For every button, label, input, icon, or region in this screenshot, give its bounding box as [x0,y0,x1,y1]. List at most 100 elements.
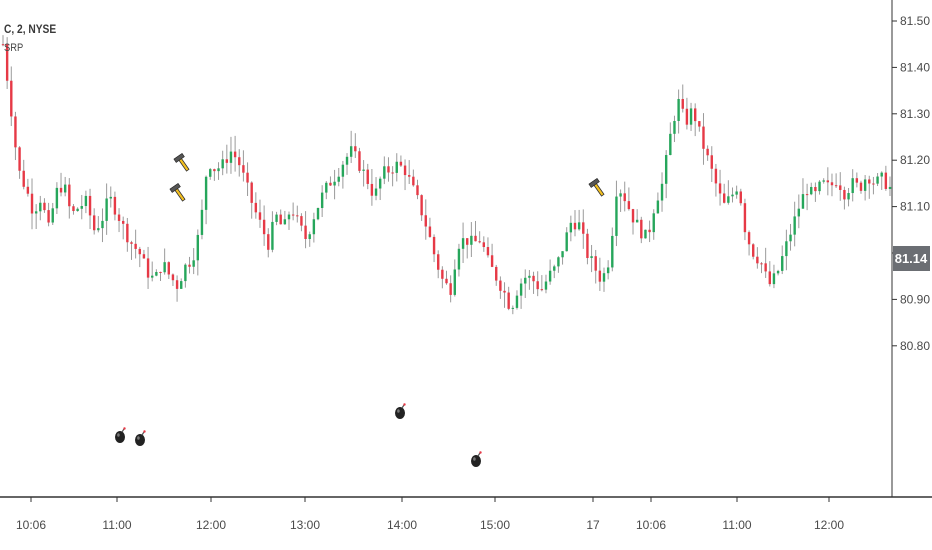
candle-up [781,256,784,271]
candle-down [296,215,299,217]
candle-up [109,196,112,199]
candle-up [793,216,796,235]
candle-down [416,185,419,196]
time-tick-label: 11:00 [102,518,131,532]
candle-down [805,194,809,196]
candle-down [130,242,133,244]
candle-up [470,235,473,245]
candle-up [39,202,42,212]
candle-up [196,234,200,261]
candle-down [225,159,229,163]
candle-down [631,209,635,223]
time-tick-label: 17 [586,518,600,532]
candle-down [698,121,701,127]
time-tick-label: 12:00 [814,518,844,532]
candle-up [200,209,204,235]
candle-up [863,179,867,191]
price-tick-label: 81.40 [900,60,930,74]
candle-down [474,235,477,242]
candle-down [441,269,444,279]
candle-down [1,44,5,46]
candle-up [333,181,336,186]
bomb-icon [471,451,482,467]
candle-up [664,155,668,184]
candle-down [14,116,17,148]
candle-down [868,179,871,184]
candle-down [693,108,697,122]
candle-down [747,232,751,245]
candle-down [300,216,303,226]
candle-down [834,185,838,187]
candle-down [5,44,9,81]
candle-up [689,108,693,125]
candle-down [30,193,34,214]
candle-up [611,235,614,268]
time-axis: 10:06 11:00 12:00 13:00 14:00 15:00 17 10:06 11:… [16,497,844,532]
candle-down [366,169,369,184]
candle-up [677,98,680,121]
candle-down [768,271,771,285]
candle-down [159,271,162,273]
candle-down [681,98,684,109]
candle-down [47,210,50,223]
candle-up [544,281,548,290]
price-tick-label: 81.10 [900,200,930,214]
candle-up [374,188,378,196]
candle-down [213,169,216,172]
candle-up [383,166,386,179]
candle-down [358,151,361,171]
candle-up [888,186,892,189]
candle-up [876,176,879,184]
candle-down [739,191,742,204]
candle-up [163,262,166,273]
candle-down [843,189,846,200]
candle-down [586,233,589,259]
time-tick-label: 10:06 [636,518,666,532]
candle-up [561,251,564,258]
candle-down [59,187,63,193]
candle-up [553,266,556,271]
candle-down [291,214,295,216]
candle-up [524,277,527,284]
candle-down [826,180,830,183]
candle-down [482,242,486,248]
candle-down [503,290,506,293]
hammer-icon [173,152,190,172]
candle-down [250,182,253,203]
candle-up [785,241,788,257]
candle-down [246,172,249,183]
candle-up [229,151,233,163]
candle-up [209,169,212,177]
candle-down [126,223,129,243]
candle-down [391,172,394,174]
candle-up [880,172,883,177]
time-tick-label: 10:06 [16,518,46,532]
candle-up [615,196,618,236]
candle-down [138,248,141,255]
candle-down [22,170,25,187]
candles [1,35,892,315]
candle-up [511,307,515,309]
candle-down [648,229,651,233]
candle-up [619,193,622,197]
candle-down [167,262,170,275]
candle-up [772,273,776,285]
candle-up [287,214,291,220]
candle-down [540,289,544,291]
candle-down [258,212,262,220]
candle-down [267,234,270,250]
candle-up [308,234,311,239]
candle-down [859,182,863,191]
candle-up [606,267,610,274]
candle-down [830,182,834,186]
candle-up [184,264,187,282]
price-tick-label: 81.20 [900,153,930,167]
candle-down [370,183,374,196]
candle-down [855,178,859,183]
time-tick-label: 12:00 [196,518,226,532]
candle-up [76,208,79,212]
candle-down [122,220,125,224]
candle-down [573,222,577,230]
time-tick-label: 13:00 [290,518,320,532]
